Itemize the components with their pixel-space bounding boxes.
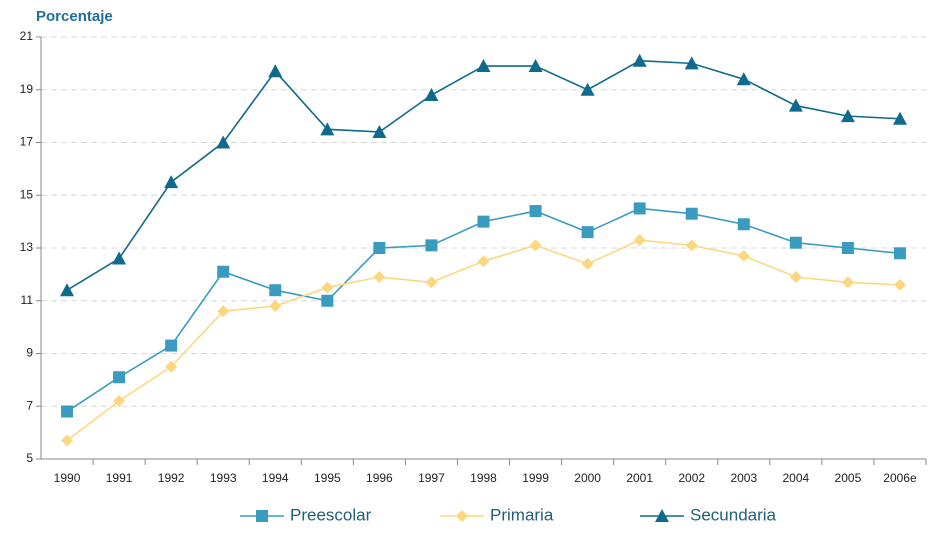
x-tick-label: 2006e	[883, 471, 917, 485]
y-tick-label: 7	[26, 398, 33, 412]
marker	[372, 124, 387, 138]
marker	[268, 64, 283, 78]
marker	[893, 247, 906, 260]
marker	[788, 98, 803, 112]
marker	[113, 394, 126, 407]
marker	[112, 251, 127, 265]
x-tick-label: 2003	[730, 471, 757, 485]
marker	[528, 59, 543, 73]
marker	[321, 281, 334, 294]
marker	[60, 283, 75, 297]
marker	[685, 207, 698, 220]
y-tick-label: 17	[20, 135, 34, 149]
marker	[61, 405, 74, 418]
series-line	[66, 239, 901, 442]
marker	[425, 276, 438, 289]
series-line	[66, 207, 901, 413]
marker	[217, 305, 230, 318]
marker	[164, 175, 179, 189]
marker	[61, 434, 74, 447]
x-tick-label: 2000	[574, 471, 601, 485]
legend-marker	[456, 510, 468, 522]
x-tick-label: 1995	[314, 471, 341, 485]
x-tick-label: 1997	[418, 471, 445, 485]
marker	[632, 53, 647, 67]
x-tick-label: 2001	[626, 471, 653, 485]
y-tick-label: 9	[26, 346, 33, 360]
marker	[633, 202, 646, 215]
legend-label: Primaria	[490, 505, 554, 524]
marker	[269, 284, 282, 297]
y-tick-label: 15	[20, 187, 34, 201]
marker	[684, 56, 699, 70]
marker	[373, 271, 386, 284]
x-tick-label: 1998	[470, 471, 497, 485]
marker	[165, 339, 178, 352]
marker	[269, 300, 282, 313]
marker	[113, 371, 126, 384]
legend-label: Secundaria	[690, 505, 777, 524]
x-tick-label: 2004	[783, 471, 810, 485]
x-tick-label: 1990	[54, 471, 81, 485]
marker	[685, 239, 698, 252]
marker	[477, 215, 490, 228]
marker	[633, 234, 646, 247]
marker	[425, 239, 438, 252]
marker	[373, 242, 386, 254]
x-tick-label: 1993	[210, 471, 237, 485]
marker	[165, 360, 178, 373]
y-tick-label: 19	[20, 82, 34, 96]
legend-label: Preescolar	[290, 505, 372, 524]
marker	[841, 242, 854, 254]
y-tick-label: 5	[26, 451, 33, 465]
x-tick-label: 2005	[835, 471, 862, 485]
marker	[736, 72, 751, 86]
x-tick-label: 1994	[262, 471, 289, 485]
marker	[581, 257, 594, 270]
y-tick-label: 13	[20, 240, 34, 254]
x-tick-label: 2002	[678, 471, 705, 485]
x-tick-label: 1996	[366, 471, 393, 485]
marker	[737, 249, 750, 262]
marker	[892, 111, 907, 125]
marker	[217, 265, 230, 278]
marker	[477, 255, 490, 268]
y-tick-label: 21	[20, 29, 34, 43]
marker	[321, 294, 334, 307]
x-tick-label: 1991	[106, 471, 133, 485]
marker	[840, 109, 855, 123]
marker	[476, 59, 491, 73]
x-tick-label: 1999	[522, 471, 549, 485]
marker	[580, 82, 595, 96]
legend-marker	[655, 509, 669, 522]
chart-title: Porcentaje	[36, 8, 113, 25]
marker	[529, 205, 542, 218]
marker	[789, 271, 802, 284]
marker	[216, 135, 231, 149]
y-tick-label: 11	[21, 293, 34, 307]
marker	[893, 278, 906, 291]
marker	[581, 226, 594, 239]
legend-marker	[256, 510, 268, 522]
marker	[320, 122, 335, 136]
marker	[529, 239, 542, 252]
marker	[737, 218, 750, 231]
marker	[841, 276, 854, 289]
x-tick-label: 1992	[158, 471, 185, 485]
marker	[424, 88, 439, 102]
marker	[789, 236, 802, 249]
